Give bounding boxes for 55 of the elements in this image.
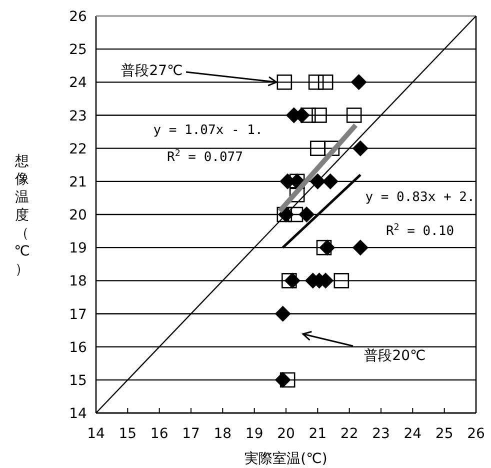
y-tick-label: 20 (69, 208, 87, 224)
y-tick-label: 21 (69, 174, 87, 190)
x-tick-label: 15 (118, 426, 137, 442)
point (346, 108, 362, 123)
x-tick-label: 20 (277, 426, 295, 442)
point (322, 173, 338, 190)
annotation: 普段27℃ (121, 62, 183, 79)
point (318, 74, 334, 90)
point (350, 74, 367, 90)
y-tick-label: 15 (69, 372, 87, 389)
annotation: 普段20℃ (364, 347, 426, 364)
point (310, 140, 326, 156)
point (300, 108, 316, 123)
x-tick-label: 22 (340, 426, 358, 442)
x-tick-label: 17 (182, 426, 200, 442)
x-tick-label: 23 (372, 426, 390, 442)
y-axis-title: 想像温度（℃） (14, 154, 30, 278)
point (324, 140, 340, 156)
x-tick-label: 16 (150, 426, 168, 442)
point (276, 74, 292, 90)
x-tick-label: 25 (435, 426, 454, 442)
x-tick-label: 24 (404, 426, 422, 442)
point (319, 240, 336, 256)
annotation: y = 1.07x - 1. (153, 123, 263, 138)
x-tick-label: 19 (245, 426, 264, 442)
y-tick-label: 18 (69, 274, 87, 290)
point (282, 273, 297, 288)
y-tick-label: 14 (69, 406, 87, 422)
x-tick-label: 18 (214, 426, 232, 442)
y-tick-label: 23 (69, 108, 87, 124)
x-tick-label: 21 (308, 426, 327, 442)
point (352, 240, 368, 256)
point (274, 306, 291, 322)
y-tick-label: 17 (69, 306, 87, 323)
point (308, 74, 324, 90)
point (316, 240, 332, 256)
point (289, 187, 305, 202)
y-tick-label: 16 (69, 340, 87, 356)
annotation: y = 0.83x + 2. (365, 190, 475, 205)
y-tick-label: 19 (69, 240, 87, 257)
y-tick-label: 22 (69, 141, 87, 158)
y-tick-label: 26 (69, 9, 87, 25)
y-tick-label: 24 (69, 75, 87, 92)
annotation: R$^{2}$ = 0.10 (386, 223, 454, 239)
point (288, 206, 304, 222)
x-tick-label: 14 (87, 426, 105, 442)
point (352, 140, 368, 156)
x-axis-title: 実際室温(℃) (244, 451, 328, 467)
point (334, 273, 350, 288)
point (280, 372, 296, 388)
y-tick-label: 25 (69, 42, 87, 58)
x-tick-label: 26 (467, 426, 485, 442)
point (298, 206, 315, 222)
annotation: R$^{2}$ = 0.077 (167, 149, 243, 165)
point (312, 108, 327, 123)
